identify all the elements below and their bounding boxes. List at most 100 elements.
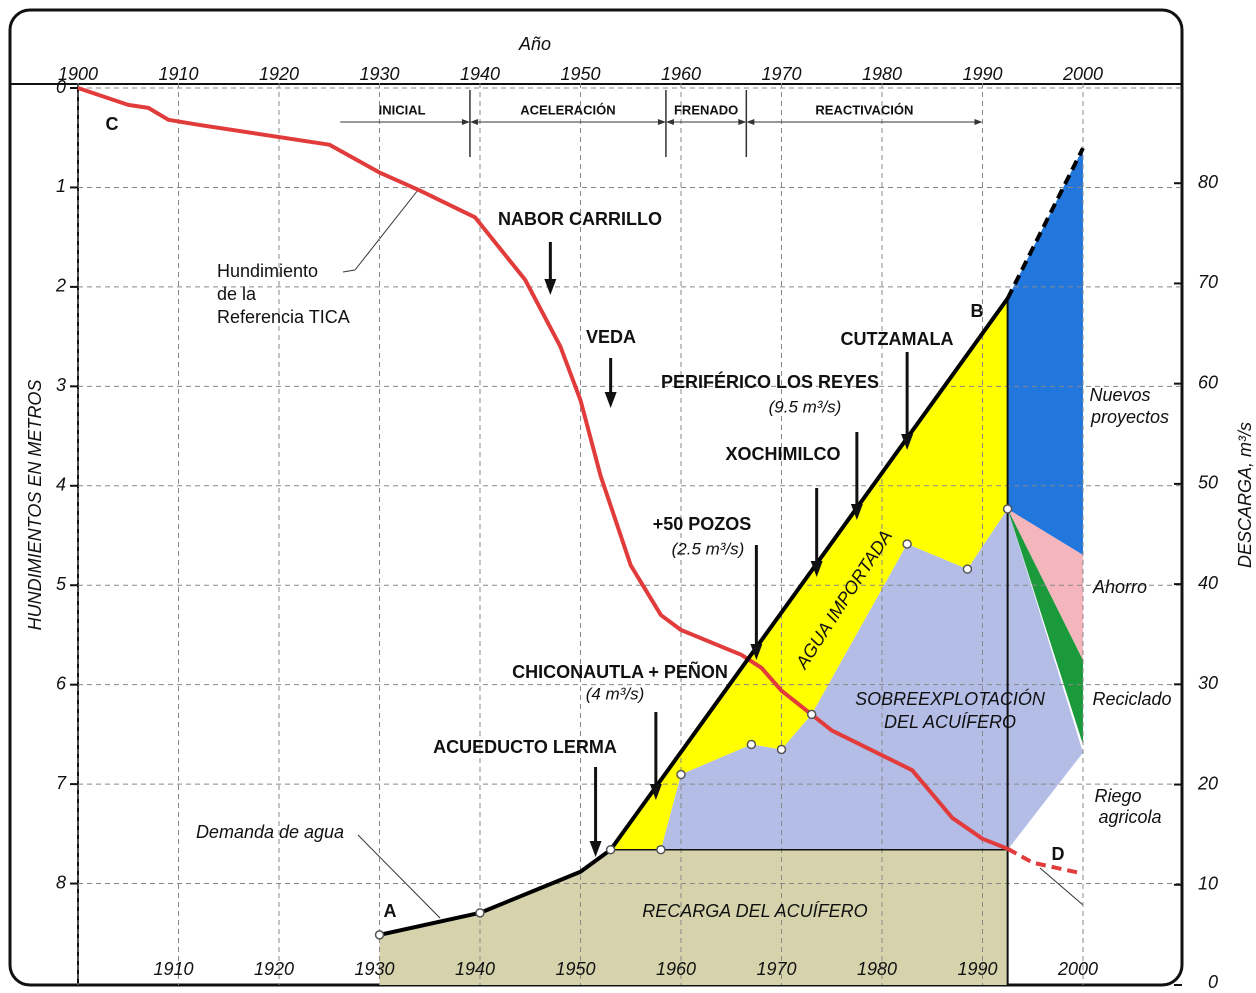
arrowhead bbox=[649, 784, 662, 800]
point bbox=[776, 744, 787, 755]
x-tick-label: 1970 bbox=[756, 959, 796, 979]
arrowhead bbox=[738, 119, 747, 125]
arrowhead bbox=[461, 119, 470, 125]
annotation: A bbox=[384, 901, 397, 921]
y2-tick-label: 60 bbox=[1198, 372, 1218, 392]
y-tick-label: 2 bbox=[55, 276, 66, 296]
event-label: +50 POZOS bbox=[653, 514, 752, 534]
event-label: XOCHIMILCO bbox=[726, 444, 841, 464]
x-tick-label: 1990 bbox=[957, 959, 997, 979]
leader bbox=[354, 189, 419, 271]
event-label: VEDA bbox=[586, 327, 636, 347]
y2-tick-label: 0 bbox=[1208, 972, 1218, 992]
arrowhead bbox=[657, 119, 666, 125]
y-tick-label: 8 bbox=[56, 872, 66, 892]
point bbox=[605, 844, 616, 855]
annotation: Demanda de agua bbox=[196, 822, 344, 842]
arrowhead bbox=[974, 119, 983, 125]
x-tick-label: 1970 bbox=[761, 64, 801, 84]
leader bbox=[357, 834, 441, 919]
y-tick-label: 7 bbox=[56, 773, 67, 793]
x-tick-label: 1930 bbox=[354, 959, 394, 979]
point bbox=[962, 564, 973, 574]
annotation: B bbox=[971, 301, 984, 321]
annotation: Ahorro bbox=[1092, 577, 1147, 597]
y2-tick-label: 40 bbox=[1198, 573, 1218, 593]
x-tick-label: 1910 bbox=[158, 64, 198, 84]
y-tick-label: 3 bbox=[56, 375, 66, 395]
x-tick-label: 1980 bbox=[857, 959, 897, 979]
leader bbox=[1039, 867, 1084, 906]
annotation: D bbox=[1052, 844, 1065, 864]
series-line bbox=[1005, 147, 1085, 300]
y2-tick-label: 70 bbox=[1198, 272, 1218, 292]
phase-label: ACELERACIÓN bbox=[520, 102, 615, 117]
point bbox=[676, 769, 686, 780]
point bbox=[656, 844, 666, 855]
x-tick-label: 1960 bbox=[656, 959, 696, 979]
annotation: RECARGA DEL ACUÍFERO bbox=[642, 901, 867, 921]
y-tick-label: 0 bbox=[56, 77, 66, 97]
x-tick-label: 2000 bbox=[1057, 959, 1098, 979]
y2-axis-title: DESCARGA, m³/s bbox=[1235, 422, 1255, 568]
event-label: CUTZAMALA bbox=[841, 329, 954, 349]
area bbox=[660, 508, 1083, 850]
x-tick-label: 2000 bbox=[1062, 64, 1103, 84]
y-axis-title: HUNDIMIENTOS EN METROS bbox=[25, 380, 45, 631]
arrowhead bbox=[810, 561, 823, 577]
y-tick-label: 5 bbox=[56, 574, 67, 594]
annotation: Referencia TICA bbox=[217, 307, 350, 327]
point bbox=[746, 739, 757, 750]
y2-tick-label: 50 bbox=[1198, 473, 1218, 493]
x-tick-label: 1960 bbox=[661, 64, 701, 84]
arrowhead bbox=[746, 119, 755, 125]
annotation: de la bbox=[217, 284, 257, 304]
annotation: C bbox=[106, 114, 119, 134]
event-label: NABOR CARRILLO bbox=[498, 209, 662, 229]
x-tick-label: 1930 bbox=[359, 64, 399, 84]
x-tick-label: 1980 bbox=[862, 64, 902, 84]
arrowhead bbox=[850, 504, 863, 520]
series-line bbox=[77, 86, 1009, 851]
event-label: PERIFÉRICO LOS REYES bbox=[661, 371, 879, 392]
x-axis-title: Año bbox=[518, 34, 551, 54]
x-tick-label: 1910 bbox=[153, 959, 193, 979]
x-tick-label: 1950 bbox=[555, 959, 595, 979]
phase-label: INICIAL bbox=[379, 102, 426, 117]
arrowhead bbox=[589, 841, 602, 857]
y2-tick-label: 30 bbox=[1198, 673, 1218, 693]
annotation: agricola bbox=[1098, 807, 1161, 827]
point bbox=[374, 930, 385, 940]
arrowhead bbox=[665, 119, 674, 125]
point bbox=[1002, 504, 1013, 514]
area bbox=[379, 849, 1008, 985]
arrowhead bbox=[604, 392, 617, 408]
phase-label: REACTIVACIÓN bbox=[815, 102, 913, 117]
leader bbox=[342, 269, 356, 273]
event-note: (9.5 m³/s) bbox=[769, 397, 842, 416]
annotation: SOBREEXPLOTACIÓN bbox=[855, 688, 1046, 709]
event-label: ACUEDUCTO LERMA bbox=[433, 737, 617, 757]
y-tick-label: 4 bbox=[56, 475, 66, 495]
event-note: (4 m³/s) bbox=[586, 684, 645, 703]
y-tick-label: 1 bbox=[56, 176, 66, 196]
annotation: Hundimiento bbox=[217, 261, 318, 281]
point bbox=[902, 539, 912, 549]
arrowhead bbox=[901, 434, 914, 450]
annotation: Riego bbox=[1094, 786, 1141, 806]
point bbox=[806, 709, 817, 720]
area bbox=[1007, 508, 1083, 745]
arrowhead bbox=[544, 279, 557, 295]
arrowhead bbox=[469, 119, 478, 125]
x-tick-label: 1990 bbox=[962, 64, 1002, 84]
x-tick-label: 1940 bbox=[460, 64, 500, 84]
event-note: (2.5 m³/s) bbox=[672, 539, 745, 558]
x-tick-label: 1950 bbox=[560, 64, 600, 84]
event-label: CHICONAUTLA + PEÑON bbox=[512, 661, 728, 682]
annotation: DEL ACUÍFERO bbox=[884, 712, 1016, 732]
area bbox=[1007, 148, 1083, 556]
annotation: proyectos bbox=[1090, 407, 1169, 427]
annotation: Reciclado bbox=[1092, 689, 1171, 709]
y-tick-label: 6 bbox=[56, 673, 67, 693]
y2-tick-label: 10 bbox=[1198, 874, 1218, 894]
